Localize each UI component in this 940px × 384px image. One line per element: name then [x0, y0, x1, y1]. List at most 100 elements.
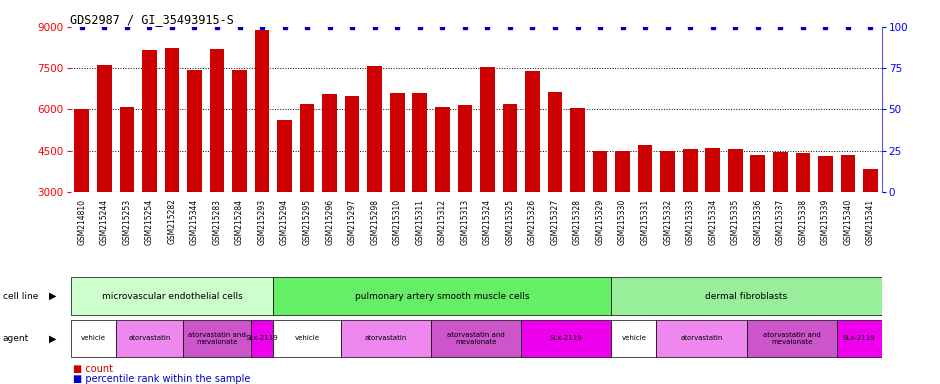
Bar [525, 71, 540, 192]
Bar [728, 149, 743, 192]
Text: GSM215332: GSM215332 [663, 199, 672, 245]
Text: GDS2987 / GI_35493915-S: GDS2987 / GI_35493915-S [70, 13, 234, 26]
Bar [656, 319, 746, 357]
Bar [458, 105, 472, 192]
Text: ■ percentile rank within the sample: ■ percentile rank within the sample [73, 374, 251, 384]
Text: GSM215297: GSM215297 [348, 199, 356, 245]
Text: vehicle: vehicle [294, 335, 320, 341]
Bar [521, 319, 611, 357]
Bar [187, 70, 202, 192]
Bar [322, 94, 337, 192]
Bar [611, 277, 882, 315]
Text: GSM215293: GSM215293 [258, 199, 267, 245]
Text: GSM215331: GSM215331 [641, 199, 650, 245]
Bar [119, 107, 134, 192]
Bar [232, 70, 247, 192]
Bar [773, 152, 788, 192]
Text: vehicle: vehicle [621, 335, 647, 341]
Bar [795, 154, 810, 192]
Text: GSM215253: GSM215253 [122, 199, 132, 245]
Bar [274, 277, 611, 315]
Bar [746, 319, 837, 357]
Text: GSM215329: GSM215329 [596, 199, 604, 245]
Text: atorvastatin: atorvastatin [128, 335, 170, 341]
Bar [750, 155, 765, 192]
Text: GSM215244: GSM215244 [100, 199, 109, 245]
Bar [142, 50, 157, 192]
Bar [277, 120, 292, 192]
Text: cell line: cell line [3, 291, 39, 301]
Bar [74, 109, 89, 192]
Text: SLx-2119: SLx-2119 [843, 335, 875, 341]
Bar [571, 108, 585, 192]
Text: GSM215333: GSM215333 [685, 199, 695, 245]
Text: GSM215336: GSM215336 [753, 199, 762, 245]
Text: vehicle: vehicle [81, 335, 105, 341]
Bar [431, 319, 521, 357]
Text: GSM214810: GSM214810 [77, 199, 86, 245]
Text: GSM215339: GSM215339 [821, 199, 830, 245]
Bar [255, 30, 270, 192]
Bar [837, 319, 882, 357]
Text: GSM215337: GSM215337 [776, 199, 785, 245]
Bar [593, 151, 607, 192]
Bar [183, 319, 251, 357]
Text: dermal fibroblasts: dermal fibroblasts [705, 291, 788, 301]
Text: GSM215328: GSM215328 [573, 199, 582, 245]
Text: GSM215298: GSM215298 [370, 199, 379, 245]
Bar [390, 93, 404, 192]
Text: GSM215338: GSM215338 [798, 199, 807, 245]
Bar [435, 107, 449, 192]
Bar [251, 319, 274, 357]
Bar [164, 48, 180, 192]
Text: ▶: ▶ [49, 333, 56, 343]
Text: GSM215254: GSM215254 [145, 199, 154, 245]
Text: GSM215313: GSM215313 [461, 199, 469, 245]
Text: atorvastatin: atorvastatin [681, 335, 723, 341]
Bar [345, 96, 359, 192]
Text: GSM215295: GSM215295 [303, 199, 311, 245]
Text: atorvastatin and
mevalonate: atorvastatin and mevalonate [762, 332, 821, 345]
Bar [341, 319, 431, 357]
Text: GSM215310: GSM215310 [393, 199, 401, 245]
Text: GSM215327: GSM215327 [551, 199, 559, 245]
Bar [274, 319, 341, 357]
Text: GSM215296: GSM215296 [325, 199, 334, 245]
Bar [611, 319, 656, 357]
Text: SLx-2119: SLx-2119 [550, 335, 583, 341]
Bar [480, 66, 494, 192]
Text: atorvastatin: atorvastatin [365, 335, 407, 341]
Text: GSM215283: GSM215283 [212, 199, 222, 245]
Bar [368, 66, 382, 192]
Text: GSM215282: GSM215282 [167, 199, 177, 245]
Bar [638, 145, 652, 192]
Text: GSM215334: GSM215334 [708, 199, 717, 245]
Bar [863, 169, 878, 192]
Text: GSM215312: GSM215312 [438, 199, 446, 245]
Text: GSM215294: GSM215294 [280, 199, 290, 245]
Text: SLx-2119: SLx-2119 [245, 335, 278, 341]
Text: GSM215311: GSM215311 [415, 199, 424, 245]
Bar [660, 151, 675, 192]
Text: ▶: ▶ [49, 291, 56, 301]
Bar [70, 277, 274, 315]
Text: GSM215344: GSM215344 [190, 199, 199, 245]
Bar [616, 151, 630, 192]
Bar [705, 148, 720, 192]
Text: GSM215284: GSM215284 [235, 199, 244, 245]
Text: GSM215335: GSM215335 [730, 199, 740, 245]
Bar [840, 155, 855, 192]
Bar [97, 65, 112, 192]
Text: GSM215326: GSM215326 [528, 199, 537, 245]
Text: GSM215324: GSM215324 [483, 199, 492, 245]
Text: GSM215325: GSM215325 [506, 199, 514, 245]
Bar [413, 93, 427, 192]
Text: GSM215330: GSM215330 [619, 199, 627, 245]
Text: pulmonary artery smooth muscle cells: pulmonary artery smooth muscle cells [355, 291, 529, 301]
Bar [210, 49, 225, 192]
Bar [503, 104, 517, 192]
Text: atorvastatin and
mevalonate: atorvastatin and mevalonate [447, 332, 505, 345]
Text: agent: agent [3, 334, 29, 343]
Bar [682, 149, 697, 192]
Bar [548, 91, 562, 192]
